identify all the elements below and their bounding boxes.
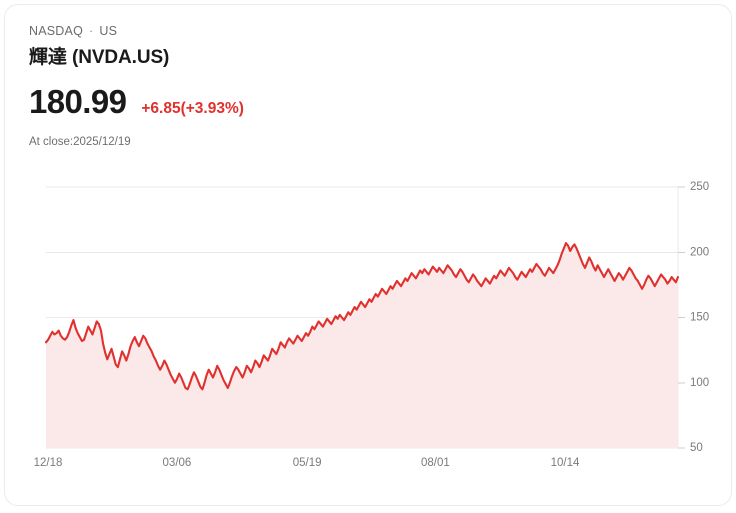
x-tick-label: 08/01 [421, 457, 450, 469]
exchange-name: NASDAQ [29, 24, 83, 38]
y-axis-tick-labels: 250 200 150 100 50 [678, 181, 709, 454]
y-tick-label: 50 [690, 442, 703, 454]
price-chart-svg[interactable]: 250 200 150 100 50 12/18 03/06 05/19 08/01 10/14 [5, 165, 732, 485]
page-title: 輝達 (NVDA.US) [29, 47, 170, 68]
price-chart[interactable]: 250 200 150 100 50 12/18 03/06 05/19 08/01 10/14 [5, 165, 732, 485]
y-tick-label: 200 [690, 246, 709, 258]
x-tick-label: 10/14 [551, 457, 580, 469]
quote-header: NASDAQ · US 輝達 (NVDA.US) 180.99 +6.85(+3… [5, 5, 731, 149]
market-status-text: At close:2025/12/19 [29, 136, 131, 148]
price-line [44, 242, 680, 391]
last-price: 180.99 [29, 83, 127, 120]
x-tick-label: 12/18 [34, 457, 63, 469]
exchange-region-line: NASDAQ · US [29, 23, 731, 39]
price-change: +6.85(+3.93%) [141, 100, 244, 117]
price-row: 180.99 +6.85(+3.93%) [29, 84, 731, 120]
x-tick-label: 03/06 [163, 457, 192, 469]
region-label: US [99, 24, 118, 38]
x-axis-tick-labels: 12/18 03/06 05/19 08/01 10/14 [34, 457, 580, 469]
y-tick-label: 100 [690, 377, 709, 389]
y-tick-label: 250 [690, 181, 709, 193]
x-tick-label: 05/19 [293, 457, 322, 469]
stock-quote-card: NASDAQ · US 輝達 (NVDA.US) 180.99 +6.85(+3… [4, 4, 732, 506]
y-tick-label: 150 [690, 312, 709, 324]
price-area-fill [46, 243, 678, 448]
separator-dot-icon: · [89, 24, 94, 38]
